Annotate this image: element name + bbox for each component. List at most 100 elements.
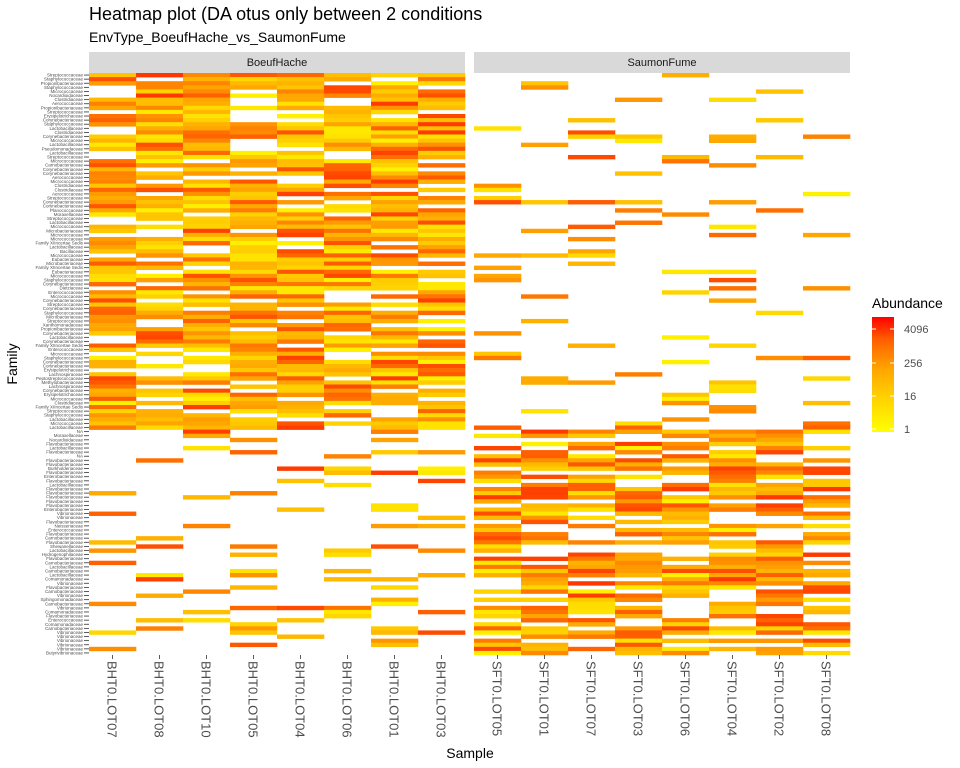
heatmap-cell: [615, 445, 663, 451]
heatmap-cell: [756, 437, 804, 443]
heatmap-cell: [615, 605, 663, 611]
y-tick-label: Family XIIncertae Sedis: [35, 265, 83, 270]
heatmap-cell: [371, 101, 419, 107]
heatmap-cell: [89, 314, 137, 320]
y-tick-label: Clostridiaceae: [54, 400, 83, 405]
y-tick-label: Streptococcaceae: [47, 409, 84, 414]
heatmap-cell: [324, 466, 372, 471]
heatmap-cell: [371, 105, 419, 111]
y-tick-label: Corynebacteriaceae: [43, 364, 84, 369]
heatmap-cell: [89, 331, 137, 336]
heatmap-cell: [277, 413, 325, 418]
heatmap-cell: [521, 597, 569, 603]
heatmap-cell: [662, 458, 710, 463]
heatmap-cell: [277, 122, 325, 127]
heatmap-cell: [615, 462, 663, 467]
heatmap-cell: [371, 109, 419, 115]
heatmap-cell: [136, 241, 184, 246]
y-tick-label: Microbacteriaceae: [46, 261, 83, 266]
heatmap-cell: [324, 159, 372, 164]
heatmap-cell: [803, 626, 851, 631]
heatmap-cell: [756, 433, 804, 439]
heatmap-cell: [371, 85, 419, 90]
heatmap-cell: [230, 343, 278, 348]
y-tick-label: Vibrionaceae: [57, 634, 84, 639]
heatmap-cell: [183, 376, 231, 381]
y-tick-label: Erysipelotrichaceae: [44, 368, 84, 373]
heatmap-cell: [277, 113, 325, 119]
heatmap-cell: [418, 81, 466, 86]
heatmap-cell: [136, 343, 184, 348]
heatmap-cell: [183, 355, 231, 361]
heatmap-cell: [136, 93, 184, 98]
heatmap-cell: [324, 224, 372, 230]
heatmap-cell: [230, 323, 278, 328]
y-tick-label: Enterococcaceae: [48, 290, 83, 295]
heatmap-cell: [89, 204, 137, 209]
heatmap-cell: [709, 646, 757, 652]
heatmap-cell: [709, 491, 757, 496]
heatmap-cell: [803, 429, 851, 434]
heatmap-cell: [324, 195, 372, 201]
heatmap-cell: [521, 200, 569, 205]
heatmap-cell: [89, 122, 137, 127]
x-tick-label: BHT0.LOT05: [246, 661, 261, 738]
heatmap-cell: [136, 302, 184, 307]
heatmap-cell: [709, 450, 757, 455]
heatmap-cell: [418, 101, 466, 107]
heatmap-cell: [615, 597, 663, 603]
heatmap-cell: [230, 150, 278, 156]
heatmap-cell: [136, 413, 184, 418]
heatmap-cell: [371, 245, 419, 250]
heatmap-cell: [662, 650, 710, 656]
heatmap-cell: [230, 355, 278, 361]
heatmap-cell: [371, 130, 419, 135]
heatmap-cell: [183, 429, 231, 434]
heatmap-cell: [136, 216, 184, 221]
heatmap-cell: [418, 450, 466, 455]
heatmap-cell: [521, 540, 569, 545]
heatmap-cell: [183, 77, 231, 82]
y-tick-label: NA: [77, 454, 83, 459]
heatmap-cell: [418, 294, 466, 299]
heatmap-cell: [371, 191, 419, 197]
heatmap-cell: [230, 310, 278, 316]
heatmap-cell: [183, 154, 231, 160]
heatmap-cell: [803, 499, 851, 504]
heatmap-cell: [615, 134, 663, 139]
heatmap-cell: [756, 577, 804, 582]
heatmap-cell: [89, 392, 137, 398]
heatmap-cell: [136, 195, 184, 201]
heatmap-cell: [324, 269, 372, 275]
heatmap-cell: [371, 310, 419, 316]
heatmap-cell: [89, 630, 137, 635]
heatmap-cell: [568, 491, 616, 496]
y-tick-label: Aerococcaceae: [52, 101, 84, 106]
heatmap-cell: [371, 503, 419, 508]
heatmap-cell: [568, 593, 616, 598]
heatmap-cell: [324, 126, 372, 131]
heatmap-cell: [521, 503, 569, 508]
heatmap-cell: [371, 81, 419, 86]
heatmap-cell: [324, 548, 372, 553]
heatmap-cell: [568, 581, 616, 586]
heatmap-cell: [371, 183, 419, 189]
heatmap-cell: [183, 323, 231, 328]
heatmap-cell: [136, 335, 184, 340]
heatmap-cell: [803, 552, 851, 557]
heatmap-cell: [136, 142, 184, 148]
heatmap-cell: [230, 191, 278, 197]
heatmap-cell: [371, 318, 419, 324]
heatmap-cell: [89, 241, 137, 246]
heatmap-cell: [568, 154, 616, 160]
y-tick-label: Staphylococcaceae: [44, 85, 84, 90]
heatmap-cell: [418, 273, 466, 279]
heatmap-cell: [568, 462, 616, 467]
heatmap-cell: [803, 605, 851, 611]
heatmap-cell: [183, 277, 231, 283]
heatmap-cell: [324, 368, 372, 373]
heatmap-cell: [136, 339, 184, 344]
heatmap-cell: [371, 372, 419, 377]
heatmap-cell: [662, 577, 710, 582]
heatmap-cell: [474, 564, 522, 570]
